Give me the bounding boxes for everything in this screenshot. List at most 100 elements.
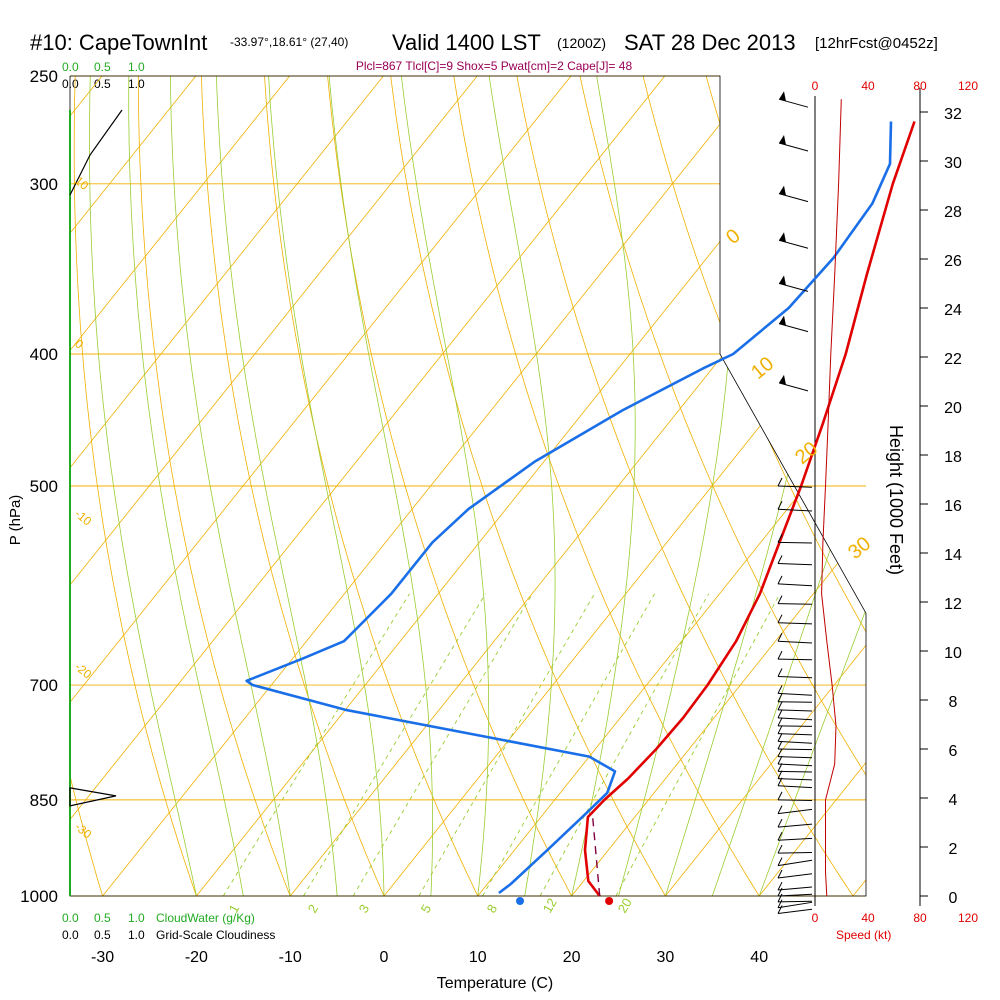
moist-adiabat-line <box>711 76 866 896</box>
height-tick-label: 30 <box>944 155 962 172</box>
barb-staff <box>777 725 813 727</box>
barb-staff <box>777 799 813 801</box>
speed-ticks-top: 0 40 80 120 <box>812 79 979 93</box>
moist-adiabat-line <box>328 76 434 896</box>
barb-staff <box>777 603 813 605</box>
cl-tick: 0.0 <box>62 77 79 91</box>
pressure-tick-label: 850 <box>30 791 58 810</box>
mixing-ratio-line <box>222 593 410 896</box>
height-tick-label: 18 <box>944 449 962 466</box>
barb-feather <box>777 555 783 564</box>
barb-feather <box>777 632 783 642</box>
barb-feather <box>777 893 783 903</box>
barb-feather <box>777 905 783 914</box>
isotherm-line <box>70 76 290 896</box>
pressure-tick-label: 500 <box>30 477 58 496</box>
pressure-tick-label: 1000 <box>20 887 58 906</box>
barb-staff <box>777 851 813 854</box>
upper-cloudiness <box>69 109 123 196</box>
wind-barb <box>778 91 809 108</box>
barb-staff <box>777 676 813 679</box>
barb-staff <box>777 770 813 773</box>
isotherm-label: 30 <box>844 533 875 564</box>
x-tick-label: -30 <box>91 949 114 966</box>
wind-barb <box>777 869 813 879</box>
wind-speed-profile <box>821 99 842 897</box>
barb-feather <box>777 668 783 677</box>
header-valid: Valid 1400 LST <box>392 30 541 55</box>
barb-staff <box>777 873 813 879</box>
barb-flag <box>779 91 786 102</box>
wind-barb <box>777 709 813 721</box>
speed-tick: 120 <box>958 79 978 93</box>
barb-flag <box>779 315 786 326</box>
height-tick-label: 8 <box>949 694 958 711</box>
cw-tick: 1.0 <box>128 911 145 925</box>
mixing-ratio-line <box>539 593 710 896</box>
dry-adiabat-label: -20 <box>72 660 95 682</box>
wind-barb <box>777 763 813 773</box>
mixing-ratio-label: 20 <box>615 895 635 915</box>
dry-adiabat-line <box>387 76 683 896</box>
barb-staff <box>777 886 813 891</box>
barb-feather <box>777 748 783 757</box>
barb-staff <box>777 748 813 751</box>
barb-feather <box>777 725 783 734</box>
cw-tick: 0.5 <box>94 60 111 74</box>
speed-tick: 80 <box>913 79 927 93</box>
cl-tick: 0.0 <box>62 928 79 942</box>
height-tick-label: 6 <box>949 743 958 760</box>
wind-barb <box>777 632 813 644</box>
pressure-tick-label: 700 <box>30 676 58 695</box>
mixing-ratio-label: 8 <box>484 902 501 916</box>
height-tick-label: 10 <box>944 645 962 662</box>
height-tick-label: 12 <box>944 596 962 613</box>
wind-barb <box>777 791 813 801</box>
wind-barb <box>777 595 813 605</box>
barb-staff <box>777 837 813 841</box>
barb-feather <box>777 818 783 828</box>
cl-tick: 0.5 <box>94 928 111 942</box>
barb-staff <box>777 756 813 759</box>
surface-temperature-dot <box>605 897 614 905</box>
mixing-ratio-line <box>615 593 781 896</box>
mixing-ratio-label: 3 <box>356 902 373 916</box>
barb-feather <box>777 717 783 727</box>
wind-barb <box>778 185 809 203</box>
speed-tick: 40 <box>861 79 875 93</box>
barb-staff <box>777 740 813 744</box>
barb-feather <box>777 887 783 897</box>
barb-staff <box>777 658 813 661</box>
wind-barb <box>777 899 813 909</box>
barb-feather <box>777 805 783 814</box>
dry-adiabat-line <box>262 76 493 896</box>
cloudwater-legend-top: 0.0 0.5 1.0 <box>62 60 145 74</box>
barb-flag <box>779 232 786 243</box>
wind-barb <box>777 887 813 897</box>
mixing-ratio-line <box>303 593 486 896</box>
height-tick-label: 4 <box>949 792 958 809</box>
barb-feather <box>777 791 783 801</box>
moist-adiabat-line <box>170 76 291 896</box>
mixing-ratio-line <box>352 593 533 896</box>
header-date: SAT 28 Dec 2013 <box>624 30 796 55</box>
speed-tick: 0 <box>812 79 819 93</box>
pressure-tick-label: 300 <box>30 175 58 194</box>
speed-tick: 120 <box>958 911 978 925</box>
barb-staff <box>777 733 813 736</box>
barb-feather <box>777 701 783 711</box>
isotherm-line <box>665 76 866 896</box>
wind-barb <box>777 555 813 566</box>
cl-tick: 1.0 <box>128 928 145 942</box>
cloudiness-legend-bottom: 0.0 0.5 1.0 Grid-Scale Cloudiness <box>62 928 275 942</box>
wind-barb <box>777 881 813 891</box>
barb-feather <box>777 844 783 854</box>
height-tick-label: 0 <box>949 890 958 907</box>
wind-barb <box>777 770 813 781</box>
barb-staff <box>777 900 813 903</box>
height-tick-label: 26 <box>944 253 962 270</box>
mixing-ratio-label: 2 <box>305 902 322 916</box>
x-axis-title: Temperature (C) <box>437 975 553 992</box>
speed-ticks-bottom: 0 40 80 120 <box>812 911 979 925</box>
